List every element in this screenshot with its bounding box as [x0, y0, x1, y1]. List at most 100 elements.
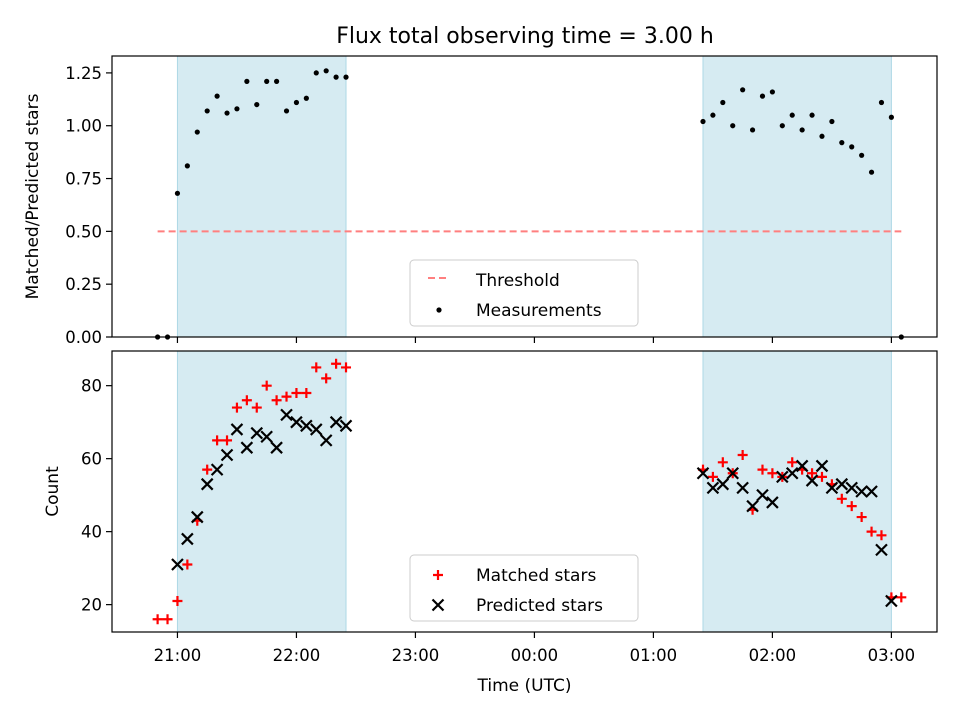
- measurement-point: [710, 112, 716, 118]
- predicted-star-point: [756, 488, 769, 502]
- matched-star-point: [261, 380, 272, 391]
- measurement-point: [254, 101, 260, 108]
- predicted-star-point: [260, 430, 273, 444]
- x-tick-label: 03:00: [868, 646, 916, 665]
- measurement-point: [779, 123, 785, 129]
- measurement-point: [303, 95, 309, 101]
- predicted-star-point: [885, 594, 898, 608]
- predicted-star-point: [835, 477, 849, 491]
- y-tick-label: 60: [81, 450, 102, 469]
- matched-star-point: [271, 395, 282, 406]
- bottom-panel: 20 40 60 80 21:00 22:00 23:00 00:00 01:00 02:00 03…: [43, 350, 938, 696]
- y-tick-label: 40: [81, 523, 102, 542]
- matched-star-point: [856, 512, 867, 523]
- matched-star-point: [222, 435, 233, 446]
- measurement-point: [174, 190, 181, 196]
- measurement-point: [868, 169, 875, 175]
- measurement-point: [264, 78, 270, 84]
- measurement-point: [799, 127, 805, 133]
- y-tick-label: 1.00: [65, 117, 102, 136]
- chart-title: Flux total observing time = 3.00 h: [336, 24, 714, 49]
- legend-box: [409, 259, 639, 327]
- matched-star-point: [202, 464, 213, 475]
- matched-star-point: [866, 526, 877, 537]
- predicted-star-point: [300, 419, 313, 433]
- measurement-point: [283, 108, 290, 114]
- axes-frame: [111, 350, 938, 633]
- y-tick-label: 1.25: [65, 64, 102, 83]
- observing-window-0: [176, 350, 347, 633]
- legend-label: Threshold: [475, 271, 560, 291]
- observing-window-1: [702, 350, 892, 633]
- matched-star-point: [836, 493, 847, 504]
- matched-star-point: [152, 614, 163, 625]
- matched-star-point: [896, 592, 907, 603]
- predicted-star-point: [865, 485, 878, 498]
- measurement-point: [244, 78, 250, 84]
- measurement-point: [184, 163, 190, 169]
- measurement-point: [333, 74, 339, 80]
- predicted-star-point: [746, 499, 759, 513]
- measurement-point: [234, 106, 240, 112]
- predicted-star-point: [716, 477, 730, 491]
- measurement-point: [859, 152, 865, 158]
- matched-star-point: [707, 471, 718, 482]
- measurement-point: [720, 99, 726, 106]
- y-tick-label: 20: [81, 596, 102, 615]
- matched-star-point: [816, 471, 827, 482]
- legend-box: [409, 554, 639, 622]
- measurement-point: [740, 87, 746, 93]
- measurement-point: [878, 99, 885, 106]
- matched-star-point: [737, 450, 748, 461]
- predicted-star-point: [250, 426, 264, 440]
- predicted-star-point: [825, 481, 839, 495]
- legend-label: Matched stars: [476, 566, 596, 586]
- y-tick-label: 0.75: [65, 170, 102, 189]
- y-axis-label: Count: [43, 466, 63, 517]
- measurement-point: [819, 133, 825, 139]
- predicted-star-point: [855, 485, 868, 498]
- legend-matched-handle: [433, 570, 443, 580]
- predicted-star-point: [736, 481, 749, 495]
- legend-measurement-handle: [436, 307, 442, 313]
- predicted-star-point: [785, 466, 799, 480]
- measurement-point: [730, 123, 736, 129]
- legend-label: Measurements: [476, 301, 602, 321]
- matched-star-point: [281, 391, 292, 402]
- legend-label: Predicted stars: [476, 596, 603, 616]
- predicted-star-point: [319, 434, 333, 447]
- predicted-star-point: [309, 423, 323, 436]
- predicted-star-point: [795, 459, 809, 473]
- matched-star-point: [717, 457, 728, 468]
- predicted-star-point: [200, 477, 214, 491]
- measurement-point: [293, 99, 300, 106]
- measurement-point: [888, 114, 894, 120]
- predicted-star-point: [776, 470, 789, 484]
- matched-star-point: [241, 395, 252, 406]
- y-tick-label: 0.00: [65, 328, 102, 347]
- predicted-star-point: [766, 496, 779, 509]
- y-tick-label: 0.50: [65, 222, 102, 241]
- matched-star-point: [212, 435, 223, 446]
- predicted-star-point: [270, 441, 283, 454]
- predicted-star-point: [290, 415, 303, 429]
- matched-star-point: [162, 614, 173, 625]
- predicted-star-point: [706, 481, 720, 495]
- measurement-point: [700, 118, 706, 125]
- matched-star-point: [757, 464, 768, 475]
- predicted-star-point: [726, 466, 740, 480]
- top-panel: 0.00 0.25 0.50 0.75 1.00 1.25 Matched/Predicte…: [23, 55, 938, 347]
- predicted-star-point: [240, 441, 254, 454]
- x-tick-label: 22:00: [273, 646, 321, 665]
- predicted-star-point: [329, 415, 343, 429]
- predicted-star-point: [210, 463, 224, 476]
- measurement-point: [849, 144, 855, 150]
- predicted-star-point: [875, 543, 888, 557]
- matched-star-point: [807, 468, 818, 479]
- matched-star-point: [846, 501, 857, 512]
- predicted-star-point: [230, 423, 244, 436]
- x-tick-label: 01:00: [630, 646, 678, 665]
- matched-star-point: [251, 402, 262, 413]
- matched-star-point: [231, 402, 242, 413]
